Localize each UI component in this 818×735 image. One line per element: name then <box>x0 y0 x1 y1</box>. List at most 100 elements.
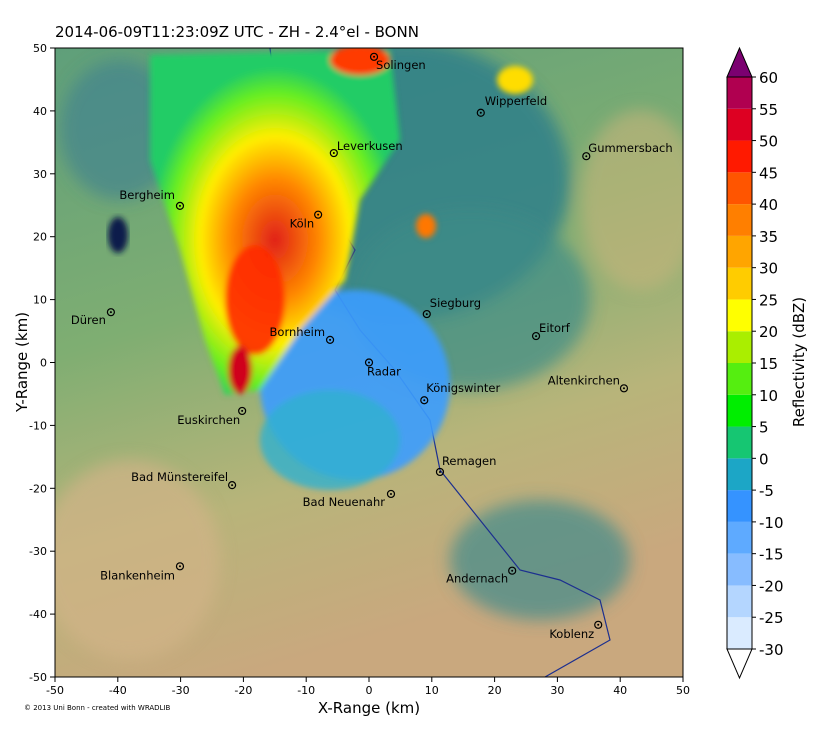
y-tick-label: 0 <box>40 357 47 370</box>
place-label: Solingen <box>376 58 426 72</box>
place-label: Eitorf <box>539 321 571 335</box>
place-marker-dot <box>479 111 482 114</box>
colorbar-tick-label: 30 <box>759 260 778 278</box>
place-marker <box>175 201 185 210</box>
colorbar-tick-label: 10 <box>759 387 778 405</box>
colorbar-tick-label: -15 <box>759 546 784 564</box>
colorbar-bin <box>727 585 752 618</box>
colorbar-bin <box>727 426 752 459</box>
place-label: Blankenheim <box>100 568 175 582</box>
place-label: Altenkirchen <box>548 373 620 387</box>
colorbar-bin <box>727 235 752 268</box>
place-marker-dot <box>373 55 376 58</box>
colorbar-tick-label: 25 <box>759 291 778 309</box>
place-marker <box>476 108 485 117</box>
colorbar-bin <box>727 553 752 586</box>
x-tick-label: -40 <box>109 684 127 697</box>
colorbar-tick-label: -25 <box>759 609 784 627</box>
place-marker-dot <box>423 399 426 402</box>
colorbar-tick-label: 40 <box>759 196 778 214</box>
x-tick-label: 0 <box>366 684 373 697</box>
place-label: Gummersbach <box>588 141 672 155</box>
place-marker <box>329 148 338 158</box>
colorbar-bin <box>727 617 752 649</box>
colorbar-bin <box>727 140 752 173</box>
place-marker <box>386 489 396 499</box>
colorbar-tick-label: -10 <box>759 514 784 532</box>
place-marker <box>314 210 323 219</box>
y-tick-label: -30 <box>29 545 47 558</box>
place-label: Bornheim <box>270 325 326 339</box>
colorbar-bin <box>727 299 752 332</box>
place-marker-dot <box>109 311 112 314</box>
colorbar-tick-label: 60 <box>759 69 778 87</box>
x-tick-label: 10 <box>425 684 439 697</box>
colorbar-bin <box>727 363 752 395</box>
y-tick-label: -20 <box>29 482 47 495</box>
x-tick-label: 20 <box>488 684 502 697</box>
x-tick-label: 50 <box>676 684 690 697</box>
x-tick-label: -50 <box>46 684 64 697</box>
place-marker-dot <box>329 338 332 341</box>
place-marker <box>227 481 237 490</box>
colorbar-tick-label: 50 <box>759 133 778 151</box>
x-axis-label: X-Range (km) <box>318 699 420 717</box>
chart-title: 2014-06-09T11:23:09Z UTC - ZH - 2.4°el -… <box>55 23 419 41</box>
place-label: Andernach <box>446 572 508 586</box>
colorbar-tick-label: -20 <box>759 577 784 595</box>
y-tick-label: 40 <box>33 105 47 118</box>
place-label: Radar <box>367 365 401 379</box>
y-tick-label: 20 <box>33 231 47 244</box>
place-marker-dot <box>231 484 234 487</box>
colorbar-tick-label: -5 <box>759 482 774 500</box>
place-marker <box>325 335 335 344</box>
place-marker-dot <box>241 409 244 412</box>
colorbar-tick-label: 55 <box>759 101 778 119</box>
colorbar-bin <box>727 521 752 554</box>
place-marker-dot <box>178 565 181 568</box>
colorbar-tick-label: 15 <box>759 355 778 373</box>
colorbar-bin <box>727 172 752 205</box>
place-marker <box>422 309 431 319</box>
colorbar-bin <box>727 204 752 236</box>
place-label: Bad Münstereifel <box>131 470 228 484</box>
y-axis-label: Y-Range (km) <box>13 312 31 413</box>
y-tick-label: -50 <box>29 671 47 684</box>
colorbar-bin <box>727 267 752 300</box>
place-marker <box>508 566 517 575</box>
colorbar-bin <box>727 490 752 522</box>
place-marker-dot <box>389 492 392 495</box>
y-tick-label: -40 <box>29 608 47 621</box>
place-marker <box>582 152 591 161</box>
colorbar-label: Reflectivity (dBZ) <box>790 297 808 427</box>
x-tick-label: -30 <box>172 684 190 697</box>
place-marker <box>238 406 247 416</box>
colorbar-bin <box>727 394 752 427</box>
place-marker <box>369 52 379 61</box>
y-tick-label: 30 <box>33 168 47 181</box>
colorbar-tick-label: -30 <box>759 641 784 659</box>
place-marker-dot <box>535 335 538 338</box>
place-marker-dot <box>368 361 370 364</box>
place-marker <box>175 562 185 571</box>
place-marker <box>594 620 603 629</box>
place-marker <box>364 358 374 367</box>
place-marker-dot <box>438 470 441 473</box>
place-label: Düren <box>71 313 106 327</box>
place-marker-dot <box>511 569 514 572</box>
colorbar-over <box>726 46 753 78</box>
place-label: Bergheim <box>119 188 175 202</box>
place-label: Wipperfeld <box>485 94 547 108</box>
x-tick-label: 30 <box>550 684 564 697</box>
colorbar-under <box>726 648 753 680</box>
y-tick-label: -10 <box>29 419 47 432</box>
place-label: Remagen <box>442 454 496 468</box>
colorbar-bin <box>727 108 752 141</box>
place-marker <box>420 396 429 405</box>
place-marker-dot <box>317 213 320 216</box>
colorbar-bin <box>727 458 752 491</box>
map-background <box>55 48 683 677</box>
place-marker <box>531 331 541 341</box>
place-label: Köln <box>290 217 315 231</box>
